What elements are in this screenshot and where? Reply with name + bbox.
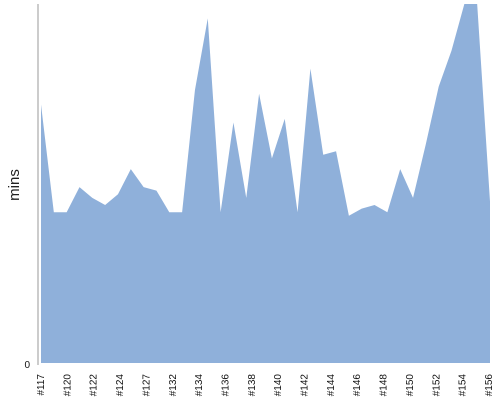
plot-area <box>41 4 490 363</box>
x-tick-label: #150 <box>405 374 416 397</box>
x-tick-label: #127 <box>141 374 152 397</box>
x-tick-label: #142 <box>300 374 311 397</box>
x-tick-label: #132 <box>168 374 179 397</box>
x-tick-label: #156 <box>484 374 495 397</box>
x-tick-label: #140 <box>273 374 284 397</box>
x-tick-label: #144 <box>326 374 337 397</box>
x-tick-label: #136 <box>221 374 232 397</box>
x-tick-label: #152 <box>431 374 442 397</box>
x-tick-label: #117 <box>36 374 47 396</box>
x-tick-label: #122 <box>89 374 100 397</box>
series-area <box>41 4 490 363</box>
x-tick-label: #138 <box>247 374 258 397</box>
x-tick-label: #124 <box>115 374 126 397</box>
y-axis-label: mins <box>6 169 23 201</box>
x-tick-label: #134 <box>194 374 205 397</box>
x-tick-label: #148 <box>379 374 390 397</box>
x-tick-label: #120 <box>62 374 73 397</box>
y-tick-label: 0 <box>24 360 30 371</box>
x-axis-ticks: #117 #120 #122 #124 #127 #132 #134 #136 #138 #140… <box>36 374 495 397</box>
x-tick-label: #154 <box>458 374 469 397</box>
x-tick-label: #146 <box>352 374 363 397</box>
